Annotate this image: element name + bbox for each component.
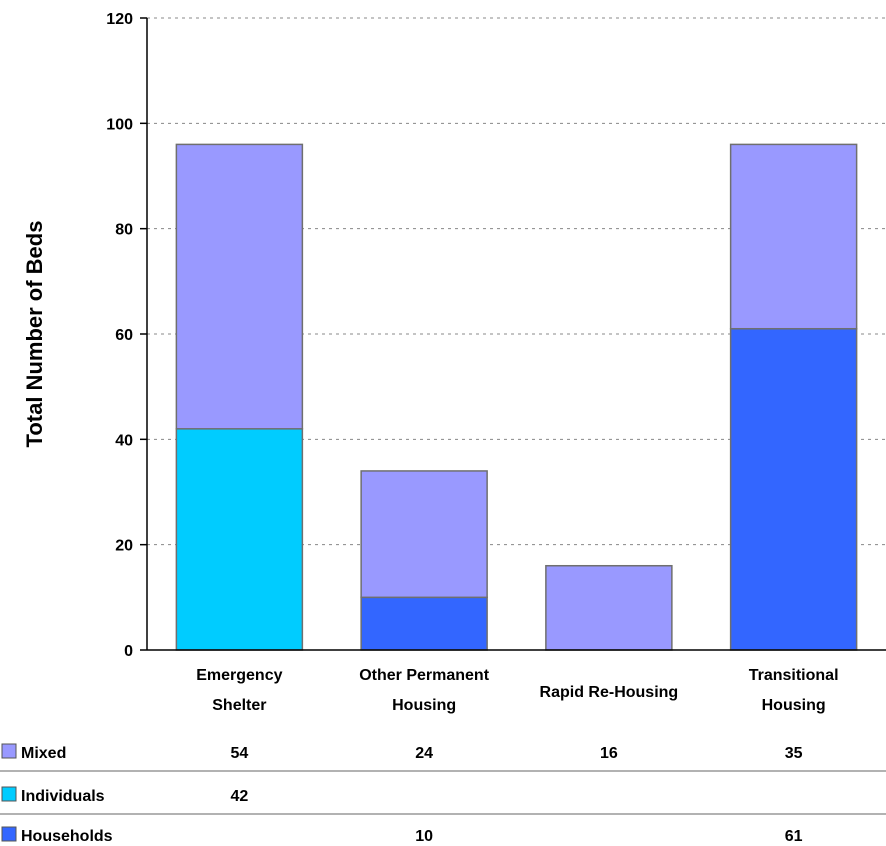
axes <box>146 18 886 651</box>
bar-segment-individuals <box>175 428 304 651</box>
x-category-labels: Emergency Shelter Other Permanent Housing Ra… <box>196 667 838 714</box>
x-category-label: Emergency <box>196 667 282 684</box>
bar-segment-mixed <box>545 564 673 651</box>
table-value: 24 <box>415 745 433 762</box>
data-table: Mixed 54 24 16 35 Individuals 42 Households 10 61 <box>0 743 886 845</box>
legend-swatch-individuals <box>1 786 17 802</box>
x-category-label: Rapid Re-Housing <box>540 684 679 701</box>
y-axis-title: Total Number of Beds <box>22 221 47 448</box>
y-tick-label: 0 <box>124 643 133 660</box>
table-value: 61 <box>785 828 803 845</box>
table-value: 42 <box>230 788 248 805</box>
bars <box>175 143 858 651</box>
gridlines <box>140 17 886 651</box>
bar-segment-mixed <box>175 143 304 430</box>
bar-segment-households <box>360 596 488 651</box>
legend-swatch-households <box>1 826 17 842</box>
x-category-label: Other Permanent <box>359 667 489 684</box>
y-tick-label: 20 <box>115 538 133 555</box>
legend-label: Individuals <box>21 788 105 805</box>
bar-segment-mixed <box>360 470 488 599</box>
x-category-label: Shelter <box>212 697 266 714</box>
table-value: 35 <box>785 745 803 762</box>
table-value: 10 <box>415 828 433 845</box>
x-category-label: Housing <box>762 697 826 714</box>
legend-swatch-mixed <box>1 743 17 759</box>
y-tick-label: 40 <box>115 432 133 449</box>
x-category-label: Housing <box>392 697 456 714</box>
y-tick-label: 60 <box>115 327 133 344</box>
y-tick-labels: 0 20 40 60 80 100 120 <box>106 11 133 660</box>
y-tick-label: 80 <box>115 222 133 239</box>
bar-segment-mixed <box>729 143 858 330</box>
table-value: 54 <box>230 745 248 762</box>
legend-label: Households <box>21 828 113 845</box>
legend-label: Mixed <box>21 745 66 762</box>
x-category-label: Transitional <box>749 667 839 684</box>
bar-segment-households <box>729 327 858 651</box>
y-tick-label: 100 <box>106 116 133 133</box>
y-tick-label: 120 <box>106 11 133 28</box>
table-value: 16 <box>600 745 618 762</box>
